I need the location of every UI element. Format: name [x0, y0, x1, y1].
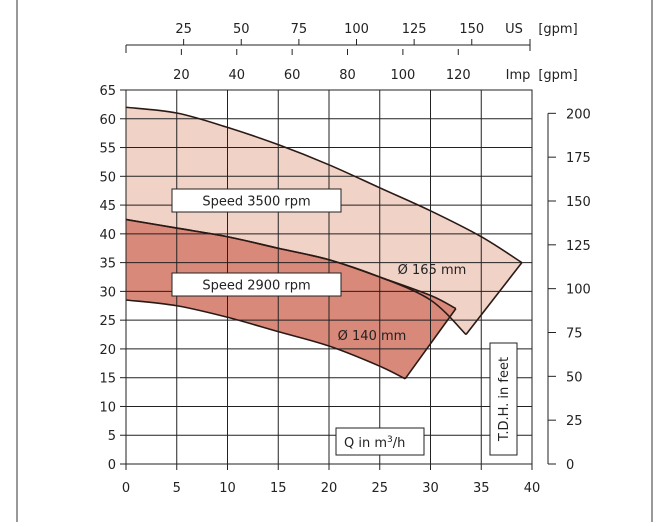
feet-tick-label: 100: [566, 283, 591, 298]
feet-tick-label: 50: [566, 370, 583, 385]
feet-tick-label: 75: [566, 326, 583, 341]
x-tick-label: 35: [473, 481, 490, 496]
speed-2900-label-box: [171, 272, 342, 297]
series-area-0: [126, 107, 522, 335]
y-tick-label: 60: [99, 113, 116, 128]
series-curves: [125, 106, 523, 380]
x-tick-label: 15: [270, 481, 287, 496]
us-gpm-tick-label: 150: [459, 22, 484, 37]
diameter-140-label: Ø 140 mm: [338, 329, 407, 344]
feet-tick-label: 25: [566, 414, 583, 429]
x-tick-label: 10: [219, 481, 236, 496]
feet-tick-label: 175: [566, 151, 591, 166]
y-tick-label: 35: [99, 257, 116, 272]
y-tick-label: 30: [99, 285, 116, 300]
y-tick-label: 25: [99, 314, 116, 329]
x-tick-label: 40: [524, 481, 541, 496]
imp-gpm-tick-label: 40: [228, 68, 245, 83]
series-upper-curve-0: [125, 106, 523, 264]
y-tick-label: 0: [108, 458, 116, 473]
x-tick-label: 30: [422, 481, 439, 496]
series-lower-curve-1: [125, 299, 406, 380]
us-gpm-tick-label: 50: [233, 22, 250, 37]
diameter-165-label: Ø 165 mm: [398, 263, 467, 278]
imp-gpm-tick-label: 120: [446, 68, 471, 83]
series-end-line-1: [404, 308, 457, 380]
us-unit-bracket: [gpm]: [538, 22, 577, 37]
us-gpm-tick-label: 75: [291, 22, 308, 37]
y-tick-label: 20: [99, 343, 116, 358]
speed-2900-label: Speed 2900 rpm: [202, 279, 310, 294]
us-gpm-tick-label: 25: [175, 22, 192, 37]
us-gpm-tick-label: 125: [402, 22, 427, 37]
series-end-line-0: [465, 262, 523, 336]
y-tick-label: 5: [108, 429, 116, 444]
series-areas: [126, 107, 522, 379]
speed-3500-label-box: [171, 188, 342, 213]
series-labels: Speed 3500 rpm Speed 2900 rpm Ø 165 mm Ø 14…: [171, 188, 518, 456]
speed-3500-label: Speed 3500 rpm: [202, 195, 310, 210]
flow-unit-label: Q in m3/h: [344, 435, 405, 451]
imp-gpm-tick-label: 20: [173, 68, 190, 83]
tdh-label: T.D.H. in feet: [497, 357, 512, 442]
x-tick-label: 25: [371, 481, 388, 496]
imp-gpm-tick-label: 100: [390, 68, 415, 83]
tdh-box: [489, 342, 518, 456]
x-tick-label: 20: [321, 481, 338, 496]
axes: [16, 0, 653, 522]
us-unit-label: US: [505, 22, 523, 37]
y-tick-label: 40: [99, 228, 116, 243]
feet-tick-label: 0: [566, 458, 574, 473]
us-gpm-tick-label: 100: [344, 22, 369, 37]
feet-tick-label: 150: [566, 195, 591, 210]
x-tick-label: 5: [173, 481, 181, 496]
imp-gpm-tick-label: 80: [339, 68, 356, 83]
x-tick-label: 0: [122, 481, 130, 496]
imp-gpm-tick-label: 60: [284, 68, 301, 83]
series-upper-curve-1: [125, 218, 457, 310]
flow-unit-box: [335, 427, 425, 456]
tick-labels: 0 5 10 15 20 25 30 35 40 0 5 10 15 20 25 30 35 40 45 50 55 60…: [99, 22, 590, 496]
y-tick-label: 15: [99, 372, 116, 387]
y-tick-label: 55: [99, 142, 116, 157]
imp-unit-label: Imp: [506, 68, 531, 83]
feet-tick-label: 200: [566, 107, 591, 122]
y-tick-label: 65: [99, 84, 116, 99]
y-tick-label: 10: [99, 400, 116, 415]
y-tick-label: 45: [99, 199, 116, 214]
imp-unit-bracket: [gpm]: [538, 68, 577, 83]
series-area-1: [126, 219, 456, 379]
y-tick-label: 50: [99, 170, 116, 185]
feet-tick-label: 125: [566, 239, 591, 254]
